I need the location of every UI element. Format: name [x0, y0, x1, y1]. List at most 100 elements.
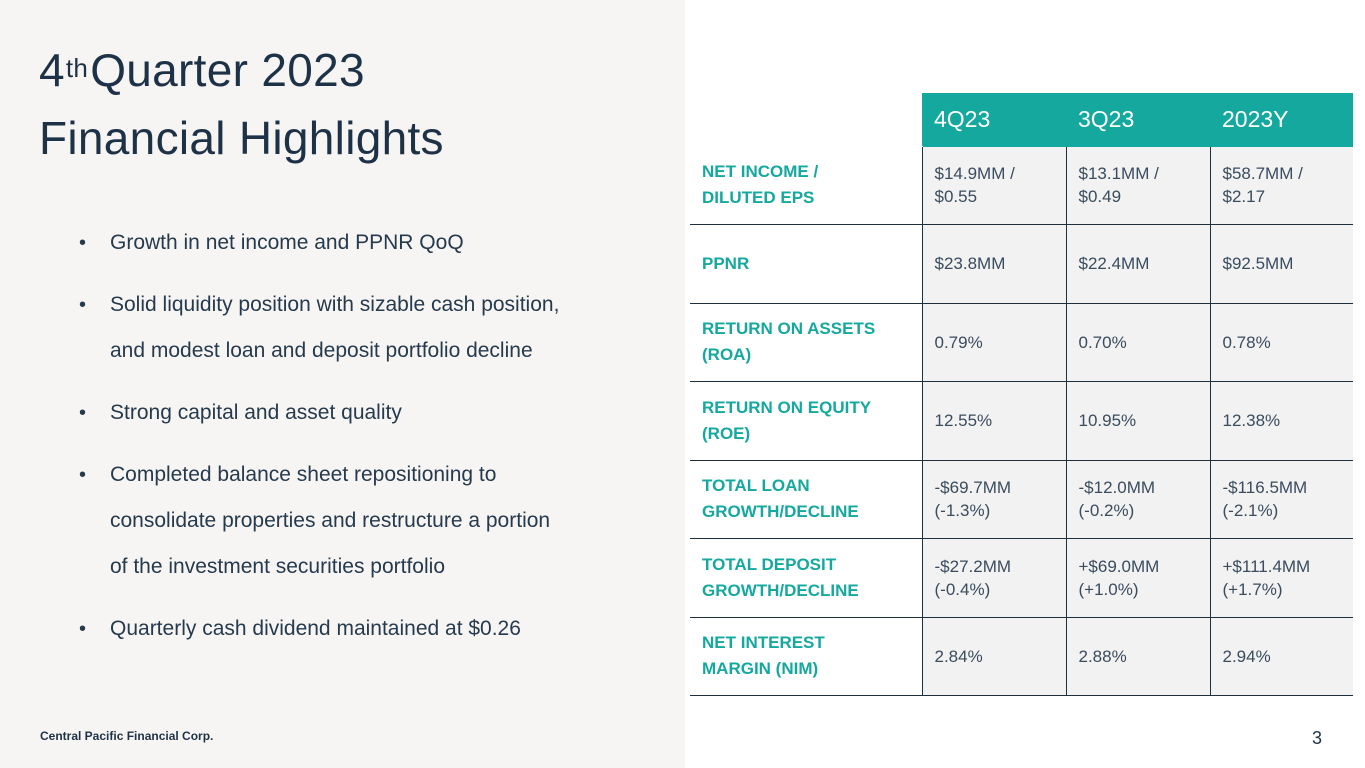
table-cell-3q23: 2.88% [1066, 617, 1211, 696]
title-line-1-rest: Quarter 2023 [90, 44, 365, 96]
cell-value-line: (+1.7%) [1222, 579, 1283, 599]
bullet-dot: • [79, 402, 87, 424]
bullet-text: Strong capital and asset quality [110, 401, 402, 424]
page-title: 4thQuarter 2023 Financial Highlights [39, 40, 444, 176]
table-cell-3q23: $13.1MM / $0.49 [1066, 146, 1211, 225]
metric-label-line: RETURN ON ASSETS [702, 319, 876, 339]
highlights-list: • Growth in net income and PPNR QoQ • Solid… [79, 220, 659, 668]
bullet-text: Growth in net income and PPNR QoQ [110, 231, 464, 254]
table-row: RETURN ON EQUITY (ROE) 12.55% 10.95% 12.38% [690, 381, 1353, 461]
title-quarter-num: 4 [39, 44, 65, 96]
table-cell-4q23: -$27.2MM (-0.4%) [922, 538, 1067, 618]
metric-label-line: MARGIN (NIM) [702, 659, 819, 679]
cell-value-line: 0.78% [1222, 332, 1271, 352]
table-cell-2023y: -$116.5MM (-2.1%) [1210, 460, 1353, 539]
table-row: RETURN ON ASSETS (ROA) 0.79% 0.70% 0.78% [690, 303, 1353, 382]
left-panel [0, 0, 685, 768]
cell-value-line: +$111.4MM [1222, 556, 1311, 576]
cell-value-line: $2.17 [1222, 187, 1266, 207]
cell-value-line: $92.5MM [1222, 254, 1294, 274]
bullet-dot: • [79, 232, 87, 254]
cell-value-line: 12.55% [934, 411, 993, 431]
bullet-item: • Completed balance sheet repositioning t… [79, 452, 659, 590]
table-cell-4q23: $14.9MM / $0.55 [922, 146, 1067, 225]
table-cell-4q23: 2.84% [922, 617, 1067, 696]
row-metric-label: NET INTEREST MARGIN (NIM) [690, 617, 923, 696]
table-cell-2023y: 12.38% [1210, 381, 1353, 461]
title-line-2: Financial Highlights [39, 112, 444, 164]
table-cell-2023y: $92.5MM [1210, 224, 1353, 304]
row-metric-label: PPNR [690, 224, 923, 304]
cell-value-line: 2.88% [1078, 646, 1127, 666]
bullet-text: Quarterly cash dividend maintained at $0… [110, 617, 521, 640]
table-cell-3q23: $22.4MM [1066, 224, 1211, 304]
cell-value-line: 2.94% [1222, 646, 1271, 666]
table-header-blank [690, 93, 922, 147]
table-header-3q23: 3Q23 [1066, 93, 1210, 147]
table-cell-3q23: -$12.0MM (-0.2%) [1066, 460, 1211, 539]
table-row: TOTAL DEPOSIT GROWTH/DECLINE -$27.2MM (-0.4… [690, 538, 1353, 618]
financial-table: 4Q23 3Q23 2023Y NET INCOME / DILUTED EPS $… [690, 93, 1353, 696]
cell-value-line: 12.38% [1222, 411, 1281, 431]
bullet-item: • Growth in net income and PPNR QoQ [79, 220, 659, 266]
cell-value-line: -$27.2MM [934, 556, 1012, 576]
bullet-dot: • [79, 618, 87, 640]
table-header-row: 4Q23 3Q23 2023Y [690, 93, 1353, 147]
table-row: PPNR $23.8MM $22.4MM $92.5MM [690, 224, 1353, 304]
metric-label-line: DILUTED EPS [702, 188, 815, 208]
table-cell-3q23: 10.95% [1066, 381, 1211, 461]
bullet-item: • Quarterly cash dividend maintained at $… [79, 606, 659, 652]
metric-label-line: GROWTH/DECLINE [702, 502, 859, 522]
table-row: NET INCOME / DILUTED EPS $14.9MM / $0.55 $13… [690, 146, 1353, 225]
bullet-text: Solid liquidity position with sizable ca… [110, 293, 560, 316]
cell-value-line: (-1.3%) [934, 501, 991, 521]
title-quarter-sup: th [65, 53, 89, 83]
table-row: NET INTEREST MARGIN (NIM) 2.84% 2.88% 2.94% [690, 617, 1353, 696]
table-cell-2023y: +$111.4MM (+1.7%) [1210, 538, 1353, 618]
bullet-text: and modest loan and deposit portfolio de… [110, 339, 533, 362]
cell-value-line: +$69.0MM [1078, 556, 1160, 576]
cell-value-line: 10.95% [1078, 411, 1137, 431]
bullet-dot: • [79, 464, 87, 486]
cell-value-line: $22.4MM [1078, 254, 1150, 274]
cell-value-line: (-0.4%) [934, 579, 991, 599]
metric-label-line: TOTAL LOAN [702, 476, 810, 496]
table-cell-4q23: 12.55% [922, 381, 1067, 461]
table-header-4q23: 4Q23 [922, 93, 1066, 147]
table-header-2023y: 2023Y [1210, 93, 1353, 147]
footer-company: Central Pacific Financial Corp. [40, 729, 214, 743]
cell-value-line: $23.8MM [934, 254, 1006, 274]
cell-value-line: 2.84% [934, 646, 983, 666]
metric-label-line: NET INTEREST [702, 633, 825, 653]
cell-value-line: 0.70% [1078, 332, 1127, 352]
row-metric-label: TOTAL DEPOSIT GROWTH/DECLINE [690, 538, 923, 618]
metric-label-line: RETURN ON EQUITY [702, 397, 872, 417]
bullet-item: • Strong capital and asset quality [79, 390, 659, 436]
cell-value-line: -$116.5MM [1222, 478, 1308, 498]
table-row: TOTAL LOAN GROWTH/DECLINE -$69.7MM (-1.3%) -… [690, 460, 1353, 539]
cell-value-line: $58.7MM / [1222, 164, 1303, 184]
cell-value-line: (-0.2%) [1078, 501, 1135, 521]
cell-value-line: $13.1MM / [1078, 164, 1159, 184]
table-cell-2023y: 2.94% [1210, 617, 1353, 696]
table-cell-2023y: $58.7MM / $2.17 [1210, 146, 1353, 225]
cell-value-line: $14.9MM / [934, 164, 1015, 184]
cell-value-line: $0.55 [934, 187, 978, 207]
table-cell-4q23: $23.8MM [922, 224, 1067, 304]
table-cell-4q23: 0.79% [922, 303, 1067, 382]
metric-label-line: PPNR [702, 253, 750, 273]
page-number: 3 [1312, 728, 1323, 748]
table-cell-3q23: +$69.0MM (+1.0%) [1066, 538, 1211, 618]
metric-label-line: (ROE) [702, 423, 751, 443]
table-cell-2023y: 0.78% [1210, 303, 1353, 382]
metric-label-line: (ROA) [702, 345, 752, 365]
table-cell-4q23: -$69.7MM (-1.3%) [922, 460, 1067, 539]
metric-label-line: GROWTH/DECLINE [702, 580, 859, 600]
bullet-text: of the investment securities portfolio [110, 555, 445, 578]
title-line-1: 4thQuarter 2023 [39, 40, 444, 108]
cell-value-line: (+1.0%) [1078, 579, 1139, 599]
metric-label-line: TOTAL DEPOSIT [702, 554, 837, 574]
table-cell-3q23: 0.70% [1066, 303, 1211, 382]
cell-value-line: 0.79% [934, 332, 983, 352]
bullet-text: consolidate properties and restructure a… [110, 509, 551, 532]
